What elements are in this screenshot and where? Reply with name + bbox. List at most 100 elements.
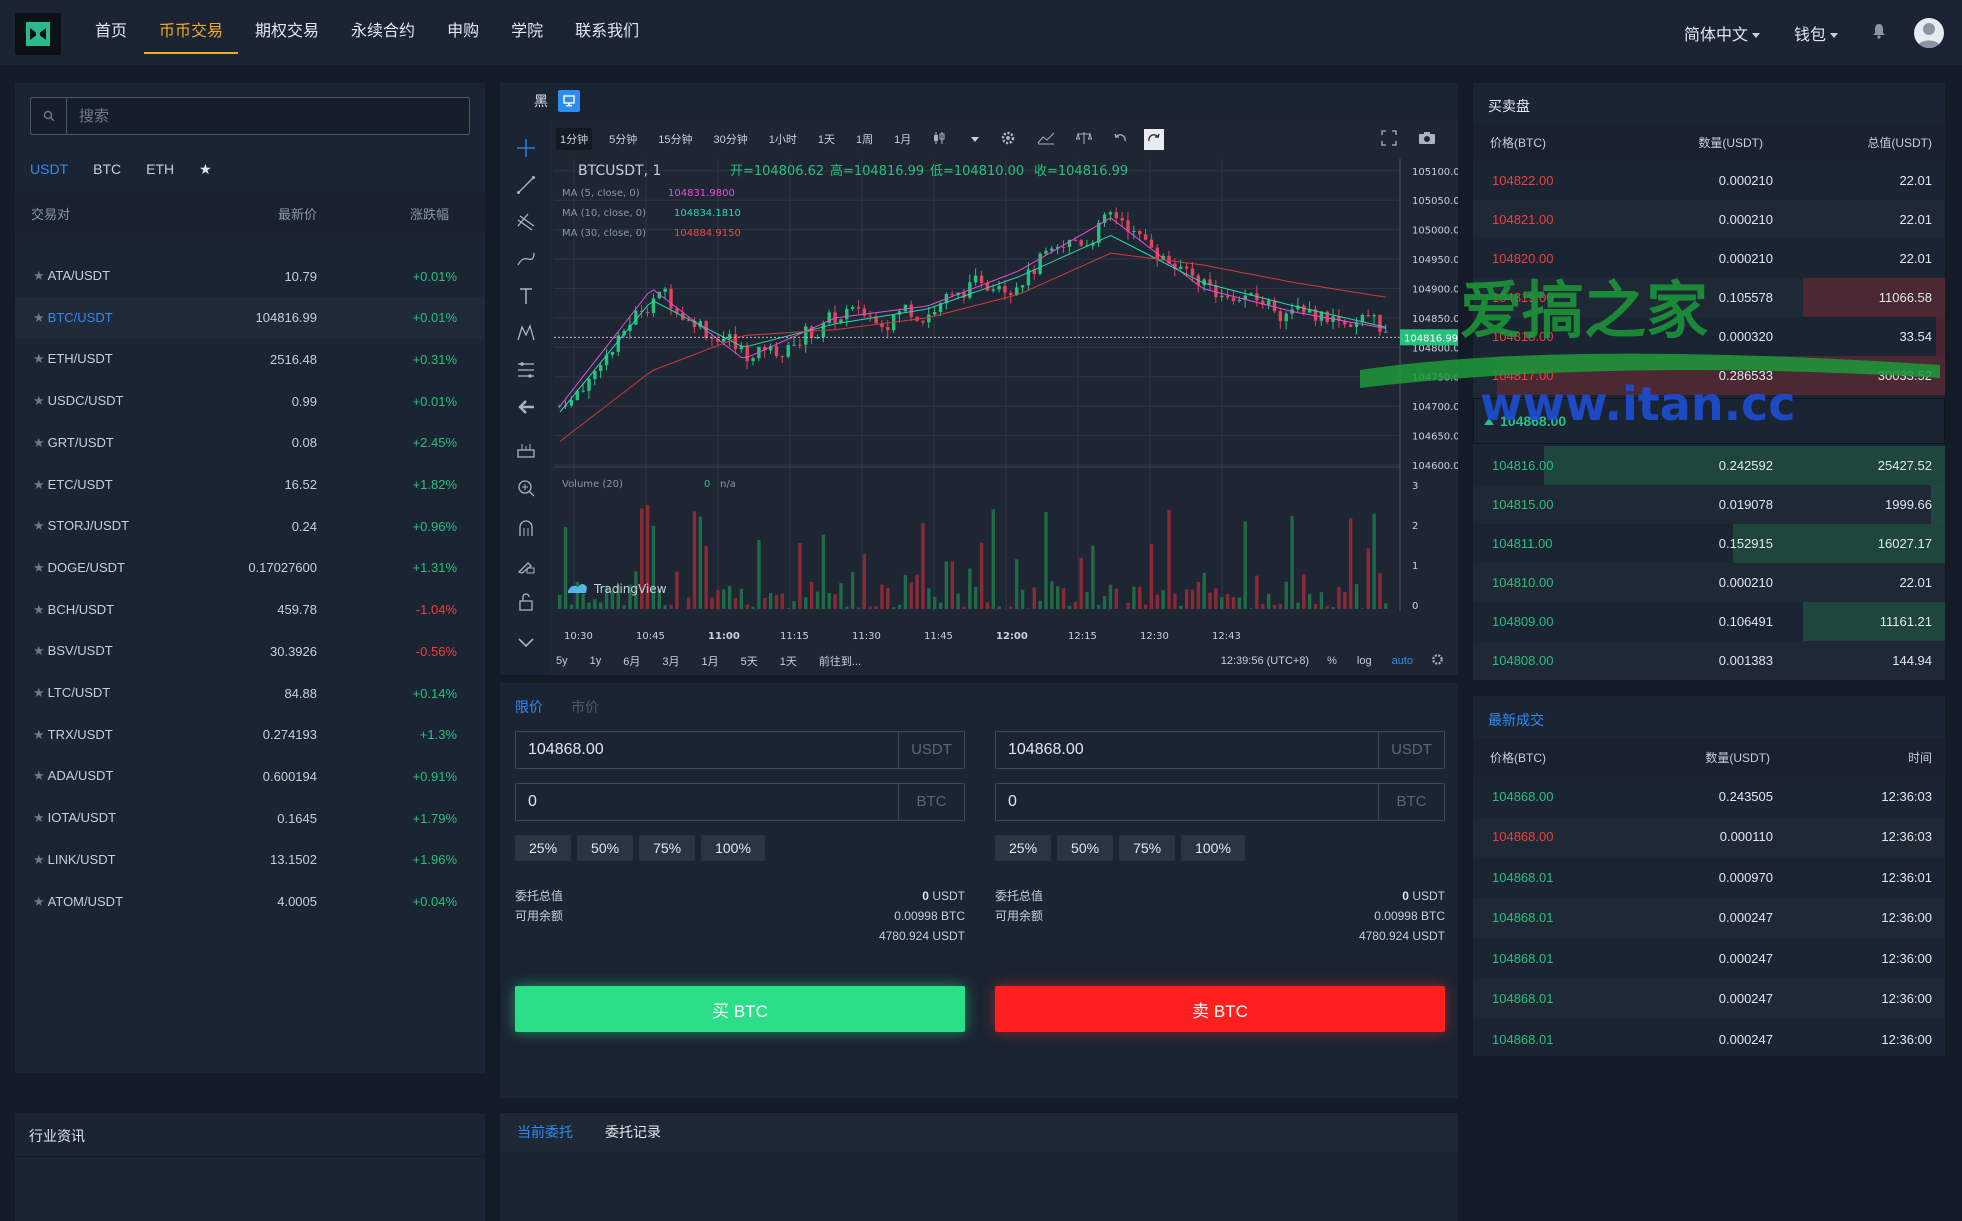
tf-1d[interactable]: 1天 bbox=[817, 134, 835, 146]
tab-usdt[interactable]: USDT bbox=[30, 161, 69, 177]
undo-icon[interactable] bbox=[1109, 128, 1131, 151]
compare-icon[interactable] bbox=[1072, 128, 1096, 151]
market-row[interactable]: ★ BTC/USDT 104816.99 +0.01% bbox=[15, 296, 485, 339]
chevron-down-icon[interactable] bbox=[515, 631, 537, 653]
tf-1w[interactable]: 1周 bbox=[856, 134, 874, 146]
bid-row[interactable]: 104808.00 0.001383 144.94 bbox=[1473, 641, 1945, 680]
range-1m[interactable]: 1月 bbox=[701, 656, 719, 668]
tf-30m[interactable]: 30分钟 bbox=[713, 134, 748, 146]
range-5y[interactable]: 5y bbox=[556, 655, 568, 667]
bid-row[interactable]: 104810.00 0.000210 22.01 bbox=[1473, 563, 1945, 602]
fib-icon[interactable] bbox=[515, 359, 537, 381]
market-row[interactable]: ★ USDC/USDT 0.99 +0.01% bbox=[15, 380, 485, 422]
nav-perpetual[interactable]: 永续合约 bbox=[351, 23, 416, 40]
market-row[interactable]: ★ LINK/USDT 13.1502 +1.96% bbox=[15, 839, 485, 881]
star-icon[interactable]: ★ bbox=[33, 434, 45, 450]
indicators-icon[interactable] bbox=[1033, 128, 1059, 151]
pattern-icon[interactable] bbox=[515, 322, 537, 344]
settings-gear-icon[interactable] bbox=[996, 127, 1020, 152]
market-row[interactable]: ★ ATA/USDT 10.79 +0.01% bbox=[15, 255, 485, 297]
user-avatar[interactable] bbox=[1914, 18, 1944, 48]
market-row[interactable]: ★ ETC/USDT 16.52 +1.82% bbox=[15, 464, 485, 506]
sell-btc-button[interactable]: 卖 BTC bbox=[995, 986, 1445, 1032]
back-arrow-icon[interactable] bbox=[515, 396, 537, 418]
ask-row[interactable]: 104820.00 0.000210 22.01 bbox=[1473, 239, 1945, 278]
trend-line-icon[interactable] bbox=[515, 174, 537, 196]
lock-drawing-icon[interactable] bbox=[515, 554, 537, 576]
buy-pct-100[interactable]: 100% bbox=[701, 835, 765, 861]
fullscreen-icon[interactable] bbox=[1377, 127, 1401, 152]
tf-1mo[interactable]: 1月 bbox=[894, 134, 912, 146]
tab-order-history[interactable]: 委托记录 bbox=[605, 1124, 661, 1140]
tf-5m[interactable]: 5分钟 bbox=[609, 134, 638, 146]
nav-subscribe[interactable]: 申购 bbox=[447, 23, 480, 40]
star-icon[interactable]: ★ bbox=[33, 601, 45, 617]
market-row[interactable]: ★ BSV/USDT 30.3926 -0.56% bbox=[15, 630, 485, 672]
tab-current-orders[interactable]: 当前委托 bbox=[517, 1124, 573, 1140]
ask-row[interactable]: 104819.00 0.105578 11066.58 bbox=[1473, 278, 1945, 317]
star-icon[interactable]: ★ bbox=[33, 685, 45, 700]
tab-limit[interactable]: 限价 bbox=[515, 699, 543, 715]
magnet-icon[interactable] bbox=[515, 517, 537, 539]
market-row[interactable]: ★ TRX/USDT 0.274193 +1.3% bbox=[15, 714, 485, 756]
camera-icon[interactable] bbox=[1414, 128, 1440, 151]
range-6m[interactable]: 6月 bbox=[623, 656, 641, 668]
notification-bell[interactable] bbox=[1872, 23, 1886, 44]
market-row[interactable]: ★ STORJ/USDT 0.24 +0.96% bbox=[15, 505, 485, 547]
star-icon[interactable]: ★ bbox=[33, 851, 45, 867]
market-row[interactable]: ★ ADA/USDT 0.600194 +0.91% bbox=[15, 755, 485, 797]
text-tool-icon[interactable] bbox=[515, 285, 537, 307]
market-row[interactable]: ★ DOGE/USDT 0.17027600 +1.31% bbox=[15, 547, 485, 589]
star-icon[interactable]: ★ bbox=[33, 643, 45, 659]
candle-type-icon[interactable] bbox=[928, 128, 950, 151]
buy-pct-75[interactable]: 75% bbox=[639, 835, 696, 861]
scale-log[interactable]: log bbox=[1356, 655, 1372, 667]
tab-eth[interactable]: ETH bbox=[146, 161, 175, 177]
pitchfork-icon[interactable] bbox=[515, 211, 537, 233]
unlock-icon[interactable] bbox=[515, 591, 537, 613]
tf-1m[interactable]: 1分钟 bbox=[556, 128, 593, 150]
buy-pct-25[interactable]: 25% bbox=[515, 835, 572, 861]
site-logo[interactable] bbox=[15, 13, 61, 55]
nav-options[interactable]: 期权交易 bbox=[255, 23, 320, 40]
bid-row[interactable]: 104815.00 0.019078 1999.66 bbox=[1473, 485, 1945, 524]
sell-pct-25[interactable]: 25% bbox=[995, 835, 1052, 861]
market-row[interactable]: ★ IOTA/USDT 0.1645 +1.79% bbox=[15, 797, 485, 839]
tab-favorites[interactable]: ★ bbox=[199, 161, 212, 177]
bid-row[interactable]: 104809.00 0.106491 11161.21 bbox=[1473, 602, 1945, 641]
scale-auto[interactable]: auto bbox=[1391, 655, 1413, 667]
tab-btc[interactable]: BTC bbox=[93, 161, 122, 177]
sell-amount-input[interactable] bbox=[996, 784, 1378, 820]
star-icon[interactable]: ★ bbox=[33, 351, 45, 367]
buy-price-input[interactable] bbox=[516, 732, 898, 768]
nav-academy[interactable]: 学院 bbox=[511, 23, 544, 40]
bid-row[interactable]: 104816.00 0.242592 25427.52 bbox=[1473, 446, 1945, 485]
range-3m[interactable]: 3月 bbox=[662, 656, 680, 668]
ask-row[interactable]: 104822.00 0.000210 22.01 bbox=[1473, 161, 1945, 200]
range-5d[interactable]: 5天 bbox=[740, 656, 758, 668]
sell-pct-75[interactable]: 75% bbox=[1119, 835, 1176, 861]
theme-toggle-button[interactable] bbox=[558, 90, 580, 112]
brush-icon[interactable] bbox=[515, 248, 537, 270]
buy-amount-input[interactable] bbox=[516, 784, 898, 820]
buy-btc-button[interactable]: 买 BTC bbox=[515, 986, 965, 1032]
star-icon[interactable]: ★ bbox=[33, 476, 45, 492]
market-row[interactable]: ★ BCH/USDT 459.78 -1.04% bbox=[15, 589, 485, 631]
ask-row[interactable]: 104817.00 0.286533 30033.52 bbox=[1473, 356, 1945, 395]
star-icon[interactable]: ★ bbox=[33, 393, 45, 409]
tab-market[interactable]: 市价 bbox=[571, 699, 599, 715]
star-icon[interactable]: ★ bbox=[33, 768, 45, 784]
range-1d[interactable]: 1天 bbox=[779, 656, 797, 668]
tf-1h[interactable]: 1小时 bbox=[768, 134, 797, 146]
star-icon[interactable]: ★ bbox=[33, 559, 45, 575]
sell-pct-100[interactable]: 100% bbox=[1181, 835, 1245, 861]
nav-home[interactable]: 首页 bbox=[95, 23, 128, 40]
range-1y[interactable]: 1y bbox=[589, 655, 602, 667]
ask-row[interactable]: 104818.00 0.000320 33.54 bbox=[1473, 317, 1945, 356]
market-row[interactable]: ★ LTC/USDT 84.88 +0.14% bbox=[15, 672, 485, 714]
nav-spot-trading[interactable]: 币币交易 bbox=[144, 0, 239, 66]
tf-15m[interactable]: 15分钟 bbox=[658, 134, 693, 146]
market-row[interactable]: ★ ETH/USDT 2516.48 +0.31% bbox=[15, 338, 485, 380]
chevron-down-icon[interactable] bbox=[963, 130, 983, 148]
chart-settings-icon[interactable] bbox=[1431, 653, 1444, 669]
